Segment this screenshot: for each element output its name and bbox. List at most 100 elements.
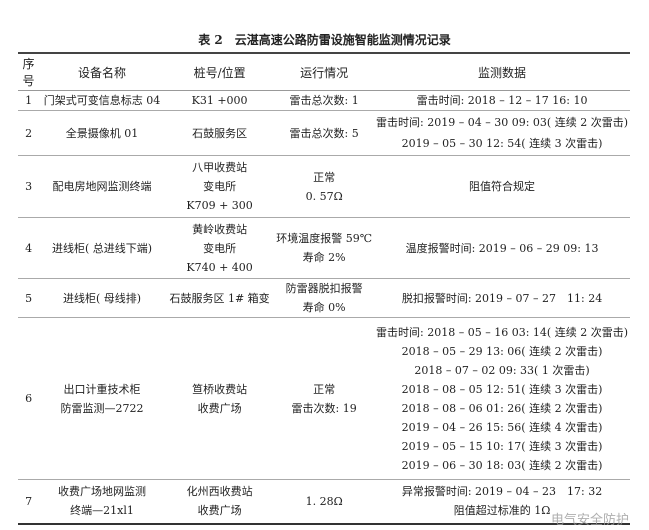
cell-status: 防雷器脱扣报警 寿命 0% xyxy=(274,278,375,318)
cell-monitoring-data: 温度报警时间: 2019 – 06 – 29 09: 13 xyxy=(374,217,630,279)
cell-no: 5 xyxy=(18,278,40,318)
cell-line: 全景摄像机 01 xyxy=(65,126,139,140)
monitoring-record-table: 序号 设备名称 桩号/位置 运行情况 监测数据 1 门架式可变信息标志 04 K31… xyxy=(18,52,630,525)
cell-line: 环境温度报警 59℃ xyxy=(276,232,373,245)
cell-line: 收费广场 xyxy=(197,504,242,518)
header-monitoring-data: 监测数据 xyxy=(374,52,630,91)
watermark: 电气安全防护 xyxy=(550,513,629,528)
cell-line: 石鼓服务区 xyxy=(192,126,248,140)
cell-status: 雷击总次数: 5 xyxy=(274,110,375,156)
cell-no: 6 xyxy=(18,317,40,480)
header-status: 运行情况 xyxy=(274,52,375,91)
cell-status: 正常 0. 57Ω xyxy=(274,155,375,218)
cell-line: 正常 xyxy=(313,382,336,396)
cell-line: 出口计重技术柜 xyxy=(63,382,141,396)
cell-line: 进线柜( 母线排) xyxy=(62,291,142,305)
cell-line: 阻值超过标准的 1Ω xyxy=(453,504,551,518)
cell-line: 寿命 0% xyxy=(302,301,346,314)
cell-monitoring-data: 脱扣报警时间: 2019 – 07 – 27 11: 24 xyxy=(374,278,630,318)
table-row: 7 收费广场地网监测 终端—21xl1 化州西收费站 收费广场 1. 28Ω 异常报警时间:… xyxy=(18,479,630,525)
cell-line: 2018 – 07 – 02 09: 33( 1 次雷击) xyxy=(414,363,590,377)
cell-device-name: 配电房地网监测终端 xyxy=(39,155,165,218)
cell-line: 2019 – 05 – 30 12: 54( 连续 3 次雷击) xyxy=(401,137,603,150)
cell-line: 阻值符合规定 xyxy=(469,180,536,193)
table-row: 3 配电房地网监测终端 八甲收费站变电所 K709 + 300 正常 0. 57Ω 阻值符合… xyxy=(18,155,630,218)
cell-line: 2019 – 04 – 26 15: 56( 连续 4 次雷击) xyxy=(401,420,603,434)
cell-line: 1. 28Ω xyxy=(305,494,343,508)
cell-line: 收费广场 xyxy=(197,401,242,415)
cell-line: 雷击时间: 2018 – 12 – 17 16: 10 xyxy=(416,94,588,107)
header-location: 桩号/位置 xyxy=(164,52,275,91)
cell-line: 2018 – 05 – 29 13: 06( 连续 2 次雷击) xyxy=(401,344,603,358)
cell-monitoring-data: 异常报警时间: 2019 – 04 – 23 17: 32 阻值超过标准的 1Ω xyxy=(374,479,630,525)
cell-line: 0. 57Ω xyxy=(305,189,343,203)
cell-line: 温度报警时间: 2019 – 06 – 29 09: 13 xyxy=(405,241,599,255)
cell-line: 防雷监测—2722 xyxy=(60,401,144,415)
cell-no: 2 xyxy=(18,110,40,156)
cell-line: 雷击总次数: 1 xyxy=(289,94,359,107)
cell-location: K31 +000 xyxy=(164,90,275,111)
cell-device-name: 进线柜( 总进线下端) xyxy=(39,217,165,279)
cell-status: 1. 28Ω xyxy=(274,479,375,525)
cell-monitoring-data: 阻值符合规定 xyxy=(374,155,630,218)
cell-status: 正常雷击次数: 19 xyxy=(274,317,375,480)
cell-line: 化州西收费站 xyxy=(186,485,253,499)
cell-no: 7 xyxy=(18,479,40,525)
cell-line: 雷击总次数: 5 xyxy=(289,126,359,140)
cell-no: 4 xyxy=(18,217,40,279)
cell-line: 终端—21xl1 xyxy=(70,504,134,518)
cell-device-name: 收费广场地网监测 终端—21xl1 xyxy=(39,479,165,525)
cell-device-name: 出口计重技术柜 防雷监测—2722 xyxy=(39,317,165,480)
cell-line: 配电房地网监测终端 xyxy=(52,180,152,193)
cell-line: 2018 – 08 – 05 12: 51( 连续 3 次雷击) xyxy=(401,382,603,396)
cell-monitoring-data: 雷击时间: 2019 – 04 – 30 09: 03( 连续 2 次雷击) 20… xyxy=(374,110,630,156)
cell-device-name: 进线柜( 母线排) xyxy=(39,278,165,318)
table-header-row: 序号 设备名称 桩号/位置 运行情况 监测数据 xyxy=(18,52,630,91)
cell-location: 化州西收费站 收费广场 xyxy=(164,479,275,525)
cell-line: 寿命 2% xyxy=(302,251,346,264)
table-row: 4 进线柜( 总进线下端) 黄岭收费站变电所 K740 + 400 环境温度报警 59℃… xyxy=(18,217,630,279)
cell-monitoring-data: 雷击时间: 2018 – 12 – 17 16: 10 xyxy=(374,90,630,111)
cell-line: 变电所 xyxy=(203,241,237,255)
header-device-name: 设备名称 xyxy=(39,52,165,91)
cell-location: 石鼓服务区 xyxy=(164,110,275,156)
cell-line: 雷击时间: 2018 – 05 – 16 03: 14( 连续 2 次雷击) xyxy=(376,325,628,339)
cell-monitoring-data: 雷击时间: 2018 – 05 – 16 03: 14( 连续 2 次雷击) 20… xyxy=(374,317,630,480)
header-no: 序号 xyxy=(18,52,40,91)
cell-location: 石鼓服务区 1# 箱变 xyxy=(164,278,275,318)
cell-line: 正常 xyxy=(313,170,336,184)
cell-line: 异常报警时间: 2019 – 04 – 23 17: 32 xyxy=(401,485,603,499)
cell-line: 八甲收费站 xyxy=(192,161,248,174)
cell-line: 防雷器脱扣报警 xyxy=(285,282,363,295)
cell-status: 环境温度报警 59℃ 寿命 2% xyxy=(274,217,375,279)
cell-no: 1 xyxy=(18,90,40,111)
cell-line: 雷击时间: 2019 – 04 – 30 09: 03( 连续 2 次雷击) xyxy=(376,116,628,129)
cell-line: 进线柜( 总进线下端) xyxy=(51,241,153,255)
table-row: 1 门架式可变信息标志 04 K31 +000 雷击总次数: 1 雷击时间: 2018 … xyxy=(18,90,630,111)
cell-device-name: 全景摄像机 01 xyxy=(39,110,165,156)
cell-device-name: 门架式可变信息标志 04 xyxy=(39,90,165,111)
cell-location: 八甲收费站变电所 K709 + 300 xyxy=(164,155,275,218)
cell-line: 2019 – 05 – 15 10: 17( 连续 3 次雷击) xyxy=(401,439,603,453)
cell-line: K740 + 400 xyxy=(186,260,253,274)
cell-line: 雷击次数: 19 xyxy=(291,401,357,415)
table-title: 表 2 云湛高速公路防雷设施智能监测情况记录 xyxy=(198,33,451,47)
cell-line: 脱扣报警时间: 2019 – 07 – 27 11: 24 xyxy=(401,291,603,305)
cell-line: 黄岭收费站 xyxy=(192,222,248,236)
cell-line: 收费广场地网监测 xyxy=(58,485,147,499)
cell-line: 变电所 xyxy=(203,180,237,193)
cell-line: 石鼓服务区 1# 箱变 xyxy=(169,291,270,305)
table-row: 6 出口计重技术柜 防雷监测—2722 笪桥收费站 收费广场 正常 雷击次数: 19 雷击时间… xyxy=(18,317,630,480)
cell-line: 笪桥收费站 xyxy=(192,382,248,396)
cell-line: K709 + 300 xyxy=(186,199,253,212)
cell-line: 门架式可变信息标志 04 xyxy=(43,94,161,107)
cell-location: 黄岭收费站变电所 K740 + 400 xyxy=(164,217,275,279)
table-row: 2 全景摄像机 01 石鼓服务区 雷击总次数: 5 雷击时间: 2019 – 04 – … xyxy=(18,110,630,156)
table-row: 5 进线柜( 母线排) 石鼓服务区 1# 箱变 防雷器脱扣报警 寿命 0% 脱扣报警时间:… xyxy=(18,278,630,318)
cell-line: K31 +000 xyxy=(191,94,248,107)
cell-line: 2018 – 08 – 06 01: 26( 连续 2 次雷击) xyxy=(401,401,603,415)
cell-no: 3 xyxy=(18,155,40,218)
cell-line: 2019 – 06 – 30 18: 03( 连续 2 次雷击) xyxy=(401,458,603,472)
cell-location: 笪桥收费站 收费广场 xyxy=(164,317,275,480)
cell-status: 雷击总次数: 1 xyxy=(274,90,375,111)
